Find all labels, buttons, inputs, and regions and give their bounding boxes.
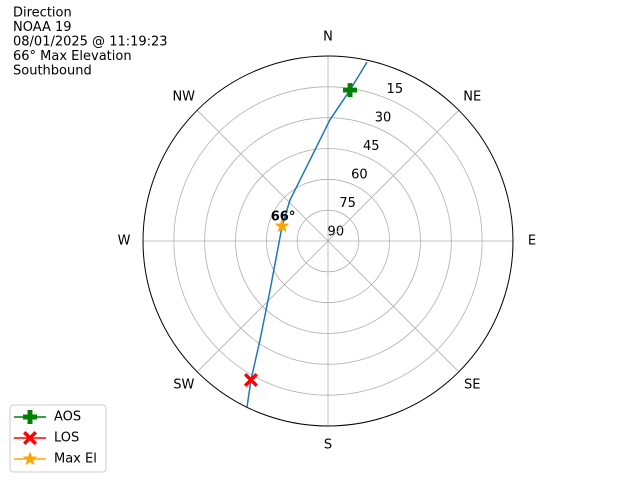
grid-spoke [327,240,460,373]
theta-tick-label: NW [172,89,195,104]
legend-label: Max El [54,452,97,467]
marker [343,83,358,98]
r-tick-label: 90 [328,224,345,239]
marker [243,372,258,387]
theta-tick-label: W [118,234,131,249]
track-line [246,61,368,408]
legend-marker [23,431,37,445]
legend-marker [23,410,37,424]
marker [274,218,290,233]
legend-label: LOS [54,431,79,446]
legend: AOS LOS Max El [9,404,107,473]
grid-spoke [327,109,460,242]
theta-tick-label: SE [464,378,480,393]
r-tick-label: 75 [339,196,356,211]
grid-spoke [196,240,329,373]
theta-tick-label: N [323,30,333,45]
theta-tick-label: E [528,234,536,249]
legend-marker [22,451,38,466]
legend-label: AOS [54,410,81,425]
title-line: Southbound [13,64,92,79]
r-tick-label: 30 [375,110,392,125]
theta-tick-label: NE [463,89,481,104]
annotation: 66° [271,210,296,225]
legend-frame [9,404,107,473]
polar-frame [142,55,514,427]
grid-spoke [196,109,329,242]
theta-tick-label: S [324,438,332,453]
title-line: 66° Max Elevation [13,49,132,64]
title-line: 08/01/2025 @ 11:19:23 [13,35,168,50]
r-tick-label: 45 [363,139,380,154]
r-tick-label: 15 [387,82,404,97]
r-tick-label: 60 [351,167,368,182]
theta-tick-label: SW [173,378,194,393]
title-line: Direction [13,6,72,21]
title-line: NOAA 19 [13,20,72,35]
